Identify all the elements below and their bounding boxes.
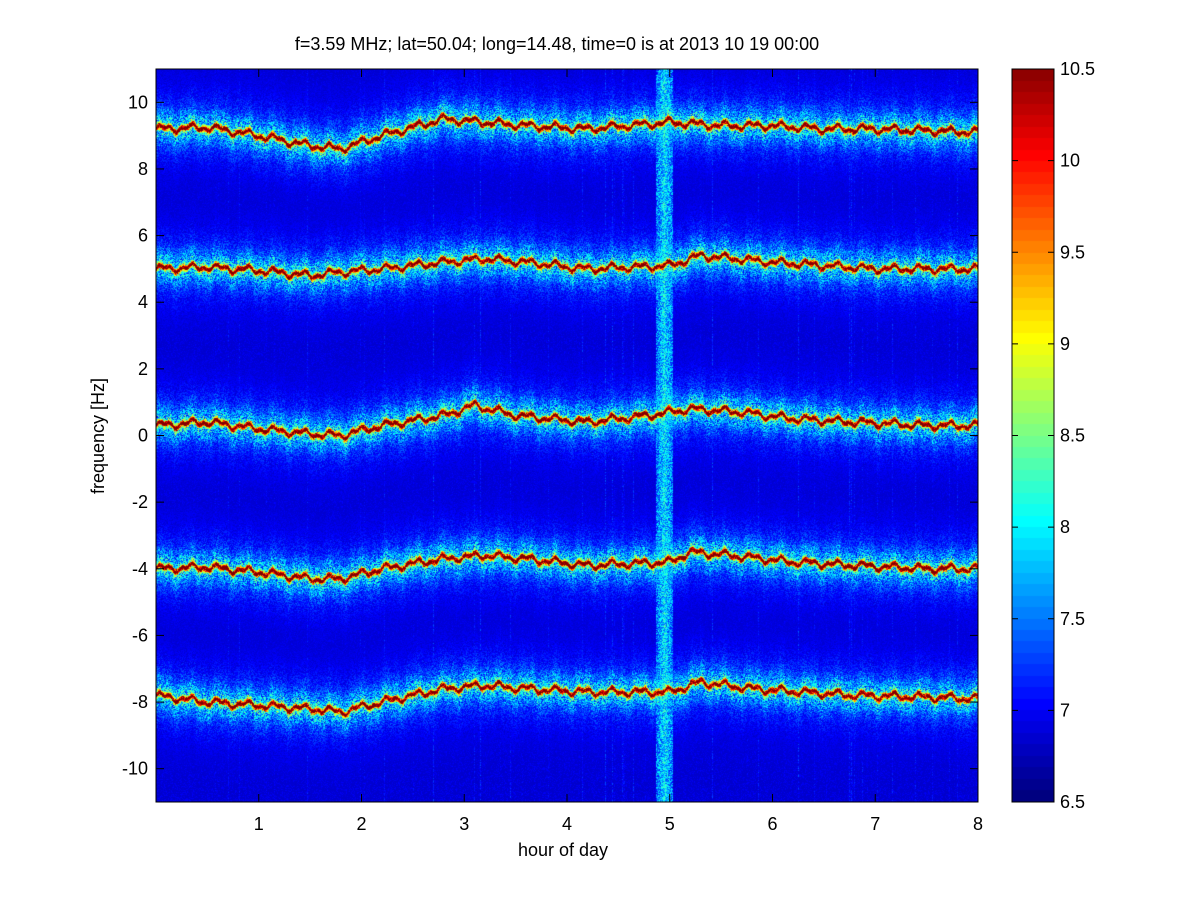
x-tick-label: 8 — [973, 814, 983, 834]
y-tick-label: -8 — [132, 692, 148, 712]
x-tick-label: 1 — [254, 814, 264, 834]
y-tick-label: 0 — [138, 426, 148, 446]
colorbar-ticks: 10.5 10 9.5 9 8.5 8 7.5 7 6.5 — [1012, 59, 1095, 812]
y-tick-label: 4 — [138, 292, 148, 312]
y-axis: 10 8 6 4 2 0 -2 -4 -6 -8 -10 — [122, 92, 978, 779]
colorbar-canvas — [1012, 69, 1054, 802]
y-axis-label: frequency [Hz] — [88, 378, 108, 494]
y-tick-label: -4 — [132, 559, 148, 579]
x-axis: 1 2 3 4 5 6 7 8 — [254, 69, 983, 834]
chart-title: f=3.59 MHz; lat=50.04; long=14.48, time=… — [295, 34, 819, 54]
x-tick-label: 2 — [356, 814, 366, 834]
heatmap-canvas — [156, 69, 978, 802]
x-axis-label: hour of day — [518, 840, 608, 860]
x-tick-label: 3 — [459, 814, 469, 834]
colorbar-tick-label: 8 — [1060, 517, 1070, 537]
colorbar-tick-label: 7 — [1060, 700, 1070, 720]
y-tick-label: 6 — [138, 226, 148, 246]
y-tick-label: -10 — [122, 759, 148, 779]
y-tick-label: -2 — [132, 492, 148, 512]
colorbar-tick-label: 9.5 — [1060, 242, 1085, 262]
y-tick-label: -6 — [132, 625, 148, 645]
x-tick-label: 6 — [767, 814, 777, 834]
colorbar-tick-label: 6.5 — [1060, 792, 1085, 812]
colorbar: 10.5 10 9.5 9 8.5 8 7.5 7 6.5 — [1011, 59, 1095, 812]
plot-area — [155, 68, 979, 803]
x-tick-label: 4 — [562, 814, 572, 834]
colorbar-tick-label: 10 — [1060, 151, 1080, 171]
y-tick-label: 2 — [138, 359, 148, 379]
colorbar-tick-label: 10.5 — [1060, 59, 1095, 79]
y-tick-label: 10 — [128, 92, 148, 112]
x-tick-label: 7 — [870, 814, 880, 834]
y-tick-label: 8 — [138, 159, 148, 179]
colorbar-tick-label: 7.5 — [1060, 609, 1085, 629]
x-tick-label: 5 — [665, 814, 675, 834]
colorbar-tick-label: 9 — [1060, 334, 1070, 354]
colorbar-tick-label: 8.5 — [1060, 426, 1085, 446]
